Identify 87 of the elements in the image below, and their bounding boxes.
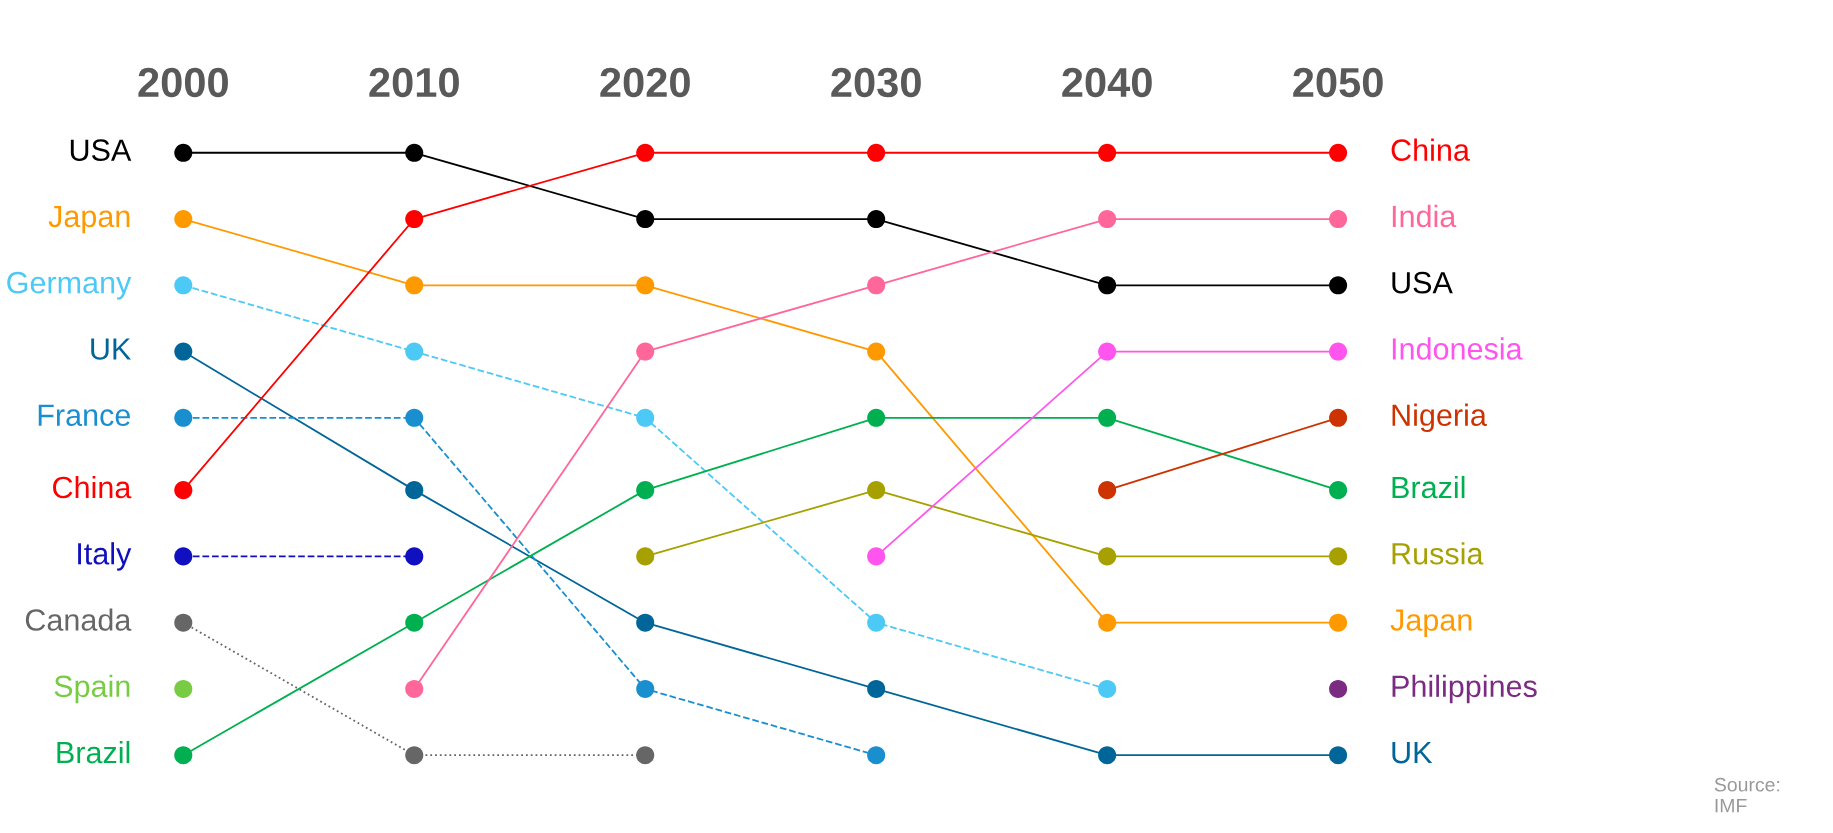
- point: [174, 481, 193, 500]
- series-label: Canada: [25, 608, 132, 631]
- point: [405, 746, 424, 765]
- point: [1098, 276, 1117, 295]
- x-tick-label: 2020: [600, 67, 690, 98]
- point: [867, 613, 886, 632]
- text: China: [1391, 138, 1470, 161]
- point: [636, 276, 655, 295]
- point: [867, 342, 886, 361]
- point: [636, 210, 655, 229]
- x-tick-label: 2010: [369, 67, 459, 98]
- point: [405, 210, 424, 229]
- point: [405, 342, 424, 361]
- point: [405, 276, 424, 295]
- point: [1329, 408, 1348, 427]
- series-label: Spain: [54, 674, 130, 704]
- point: [1098, 481, 1117, 500]
- point: [1098, 342, 1117, 361]
- series-label: Nigeria: [1392, 403, 1487, 433]
- point: [636, 408, 655, 427]
- point: [636, 679, 655, 698]
- point: [1098, 679, 1117, 698]
- series-label: Russia: [1392, 542, 1484, 565]
- x-tick-label: 2040: [1062, 67, 1152, 98]
- point: [405, 547, 424, 566]
- point: [174, 342, 193, 361]
- x-tick-label: 2000: [138, 67, 228, 98]
- point: [1329, 679, 1348, 698]
- point: [405, 408, 424, 427]
- point: [636, 342, 655, 361]
- point: [405, 613, 424, 632]
- point: [867, 481, 886, 500]
- point: [1098, 746, 1117, 765]
- point: [867, 679, 886, 698]
- point: [636, 481, 655, 500]
- series-label: Germany: [7, 271, 132, 300]
- series-label: USA: [70, 139, 132, 161]
- point: [174, 746, 193, 765]
- point: [174, 276, 193, 295]
- text: Japan: [48, 205, 130, 234]
- point: [636, 613, 655, 632]
- text: Brazil: [1392, 475, 1465, 499]
- series-label: UK: [91, 338, 131, 360]
- point: [174, 547, 193, 566]
- point: [174, 408, 193, 427]
- point: [1329, 143, 1348, 162]
- point: [174, 143, 193, 162]
- point: [174, 210, 193, 229]
- point: [405, 679, 424, 698]
- point: [1329, 547, 1348, 566]
- series-label: Japan: [1390, 609, 1472, 637]
- point: [1329, 481, 1348, 500]
- point: [867, 547, 886, 566]
- point: [405, 481, 424, 500]
- series-label: Italy: [78, 542, 132, 571]
- point: [174, 679, 193, 698]
- point: [1098, 210, 1117, 229]
- text: UK: [1392, 742, 1433, 764]
- series-label: India: [1392, 204, 1457, 228]
- series-label: Indonesia: [1392, 337, 1523, 360]
- point: [867, 408, 886, 427]
- point: [1098, 613, 1117, 632]
- series-label: China: [53, 475, 132, 499]
- point: [405, 143, 424, 162]
- series-label: Philippines: [1392, 674, 1537, 704]
- point: [1329, 613, 1348, 632]
- point: [867, 143, 886, 162]
- text: USA: [1392, 271, 1453, 294]
- point: [1329, 342, 1348, 361]
- point: [1098, 408, 1117, 427]
- point: [174, 613, 193, 632]
- series-label: Brazil: [57, 740, 130, 764]
- series-label: France: [38, 404, 130, 427]
- x-tick-label: 2030: [831, 67, 921, 98]
- point: [867, 746, 886, 765]
- point: [1329, 276, 1348, 295]
- point: [1098, 547, 1117, 566]
- point: [1329, 210, 1348, 229]
- point: [636, 547, 655, 566]
- x-tick-label: 2050: [1293, 67, 1383, 98]
- point: [1329, 746, 1348, 765]
- point: [867, 276, 886, 295]
- point: [867, 210, 886, 229]
- point: [636, 143, 655, 162]
- source-note: Source: IMF: [1714, 777, 1780, 813]
- point: [636, 746, 655, 765]
- point: [1098, 143, 1117, 162]
